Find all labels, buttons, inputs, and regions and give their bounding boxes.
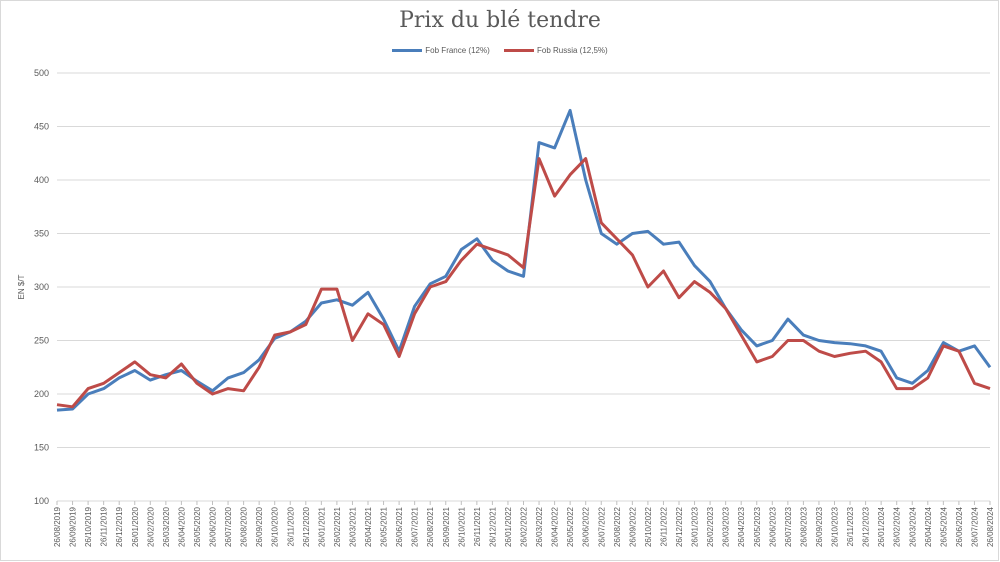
x-tick-label: 26/03/2022: [535, 506, 544, 547]
x-tick-label: 26/05/2023: [753, 506, 762, 547]
chart-title: Prix du blé tendre: [399, 8, 601, 33]
x-tick-label: 26/03/2024: [908, 506, 917, 547]
x-tick-label: 26/02/2021: [333, 506, 342, 547]
x-tick-label: 26/08/2024: [986, 506, 995, 547]
x-tick-label: 26/09/2020: [255, 506, 264, 547]
y-tick-label: 350: [34, 229, 49, 239]
x-tick-label: 26/12/2020: [302, 506, 311, 547]
x-tick-label: 26/12/2019: [115, 506, 124, 547]
y-tick-label: 200: [34, 389, 49, 399]
x-tick-label: 26/09/2019: [69, 506, 78, 547]
series-line-russia: [56, 157, 991, 409]
x-tick-label: 26/07/2020: [224, 506, 233, 547]
x-tick-label: 26/10/2020: [271, 506, 280, 547]
legend-label-russia: Fob Russia (12,5%): [537, 46, 608, 55]
x-tick-label: 26/10/2021: [457, 506, 466, 547]
legend-item-france: Fob France (12%): [392, 46, 490, 55]
x-tick-label: 26/10/2022: [644, 506, 653, 547]
x-tick-label: 26/11/2021: [473, 506, 482, 546]
x-tick-label: 26/07/2023: [784, 506, 793, 547]
y-axis-ticks: 100 150 200 250 300 350 400 450 500: [34, 68, 49, 506]
legend-swatch-russia: [504, 49, 534, 53]
x-tick-label: 26/05/2022: [566, 506, 575, 547]
y-axis-label: EN $/T: [17, 274, 26, 299]
x-tick-label: 26/07/2021: [411, 506, 420, 547]
x-tick-label: 26/01/2023: [691, 506, 700, 547]
x-tick-label: 26/01/2024: [877, 506, 886, 547]
series-lines: [56, 108, 992, 412]
x-tick-label: 26/08/2020: [240, 506, 249, 547]
x-tick-label: 26/09/2023: [815, 506, 824, 547]
gridlines: [57, 72, 990, 502]
x-tick-label: 26/02/2024: [893, 506, 902, 547]
legend-label-france: Fob France (12%): [425, 46, 490, 55]
x-tick-label: 26/11/2022: [659, 506, 668, 546]
x-tick-label: 26/02/2022: [520, 506, 529, 547]
legend-swatch-france: [392, 49, 423, 53]
x-tick-label: 26/01/2021: [317, 506, 326, 547]
x-tick-label: 26/03/2023: [722, 506, 731, 547]
x-tick-label: 26/01/2022: [504, 506, 513, 547]
y-tick-label: 300: [34, 282, 49, 292]
x-tick-label: 26/08/2023: [799, 506, 808, 547]
x-tick-label: 26/06/2021: [395, 506, 404, 547]
x-tick-label: 26/06/2020: [209, 506, 218, 547]
x-tick-label: 26/04/2020: [177, 506, 186, 547]
x-tick-label: 26/06/2022: [582, 506, 591, 547]
x-tick-label: 26/02/2023: [706, 506, 715, 547]
x-tick-label: 26/09/2022: [628, 506, 637, 547]
x-tick-label: 26/08/2022: [613, 506, 622, 547]
x-tick-label: 26/11/2023: [846, 506, 855, 546]
x-tick-label: 26/05/2024: [939, 506, 948, 547]
x-tick-label: 26/11/2019: [100, 506, 109, 546]
y-tick-label: 100: [34, 496, 49, 506]
x-tick-label: 26/10/2023: [831, 506, 840, 547]
x-tick-label: 26/07/2022: [597, 506, 606, 547]
x-tick-label: 26/06/2023: [768, 506, 777, 547]
x-tick-label: 26/12/2022: [675, 506, 684, 547]
x-tick-label: 26/06/2024: [955, 506, 964, 547]
y-tick-label: 400: [34, 175, 49, 185]
x-tick-label: 26/03/2021: [348, 506, 357, 547]
x-tick-label: 26/08/2021: [426, 506, 435, 547]
x-tick-label: 26/05/2021: [380, 506, 389, 547]
x-tick-label: 26/10/2019: [84, 506, 93, 547]
x-tick-label: 26/04/2024: [924, 506, 933, 547]
x-tick-label: 26/01/2020: [131, 506, 140, 547]
chart-legend: Fob France (12%) Fob Russia (12,5%): [0, 46, 1000, 55]
x-tick-label: 26/11/2020: [286, 506, 295, 546]
x-tick-label: 26/07/2024: [970, 506, 979, 547]
x-tick-label: 26/04/2021: [364, 506, 373, 547]
y-tick-label: 500: [34, 68, 49, 78]
series-line-france: [56, 108, 992, 412]
x-tick-label: 26/12/2021: [488, 506, 497, 547]
y-tick-label: 250: [34, 336, 49, 346]
x-tick-label: 26/04/2023: [737, 506, 746, 547]
y-tick-label: 450: [34, 122, 49, 132]
x-axis-ticks: 26/08/2019 26/09/2019 26/10/2019 26/11/2019…: [53, 501, 995, 547]
y-tick-label: 150: [34, 443, 49, 453]
x-tick-label: 26/04/2022: [551, 506, 560, 547]
x-tick-label: 26/12/2023: [862, 506, 871, 547]
x-tick-label: 26/02/2020: [146, 506, 155, 547]
x-tick-label: 26/08/2019: [53, 506, 62, 547]
x-tick-label: 26/05/2020: [193, 506, 202, 547]
x-tick-label: 26/09/2021: [442, 506, 451, 547]
x-tick-label: 26/03/2020: [162, 506, 171, 547]
legend-item-russia: Fob Russia (12,5%): [504, 46, 608, 55]
